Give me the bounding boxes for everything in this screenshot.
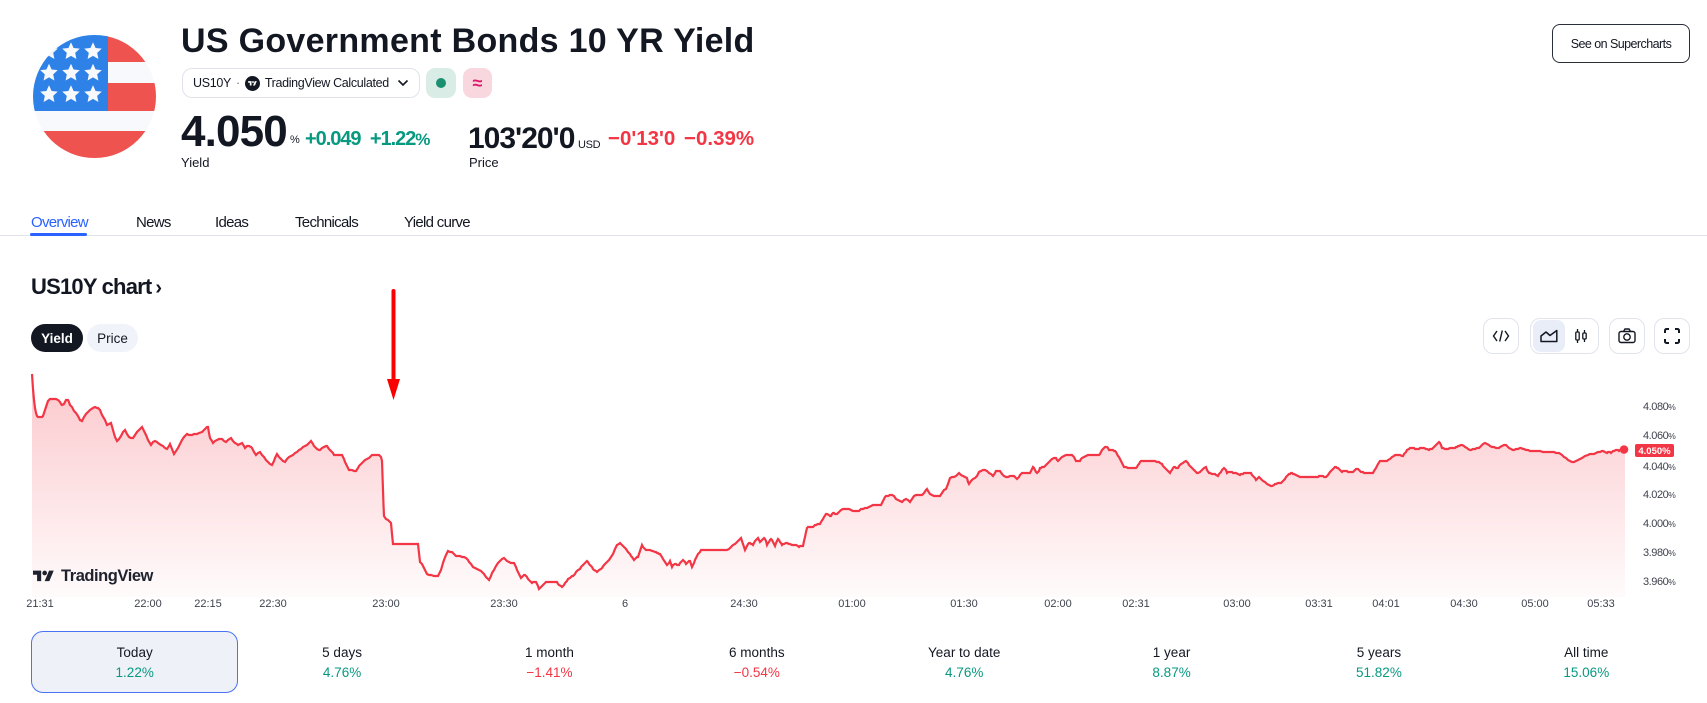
svg-text:3.980%: 3.980% bbox=[1643, 547, 1676, 559]
svg-text:04:30: 04:30 bbox=[1450, 598, 1478, 610]
svg-text:4.020%: 4.020% bbox=[1643, 489, 1676, 501]
svg-text:05:33: 05:33 bbox=[1587, 598, 1615, 610]
svg-text:04:01: 04:01 bbox=[1372, 598, 1400, 610]
svg-text:4.050%: 4.050% bbox=[1638, 446, 1671, 457]
svg-text:4.040%: 4.040% bbox=[1643, 461, 1676, 473]
svg-text:24:30: 24:30 bbox=[730, 598, 758, 610]
svg-text:4.060%: 4.060% bbox=[1643, 430, 1676, 442]
svg-text:4.080%: 4.080% bbox=[1643, 401, 1676, 413]
svg-text:05:00: 05:00 bbox=[1521, 598, 1549, 610]
svg-text:22:15: 22:15 bbox=[194, 598, 222, 610]
svg-text:01:30: 01:30 bbox=[950, 598, 978, 610]
svg-text:03:00: 03:00 bbox=[1223, 598, 1251, 610]
svg-text:3.960%: 3.960% bbox=[1643, 576, 1676, 588]
svg-text:01:00: 01:00 bbox=[838, 598, 866, 610]
svg-text:23:30: 23:30 bbox=[490, 598, 518, 610]
svg-text:4.000%: 4.000% bbox=[1643, 518, 1676, 530]
svg-text:22:30: 22:30 bbox=[259, 598, 287, 610]
svg-text:03:31: 03:31 bbox=[1305, 598, 1333, 610]
svg-text:22:00: 22:00 bbox=[134, 598, 162, 610]
svg-text:6: 6 bbox=[622, 598, 628, 610]
svg-text:02:31: 02:31 bbox=[1122, 598, 1150, 610]
svg-text:02:00: 02:00 bbox=[1044, 598, 1072, 610]
svg-text:23:00: 23:00 bbox=[372, 598, 400, 610]
svg-text:21:31: 21:31 bbox=[26, 598, 54, 610]
